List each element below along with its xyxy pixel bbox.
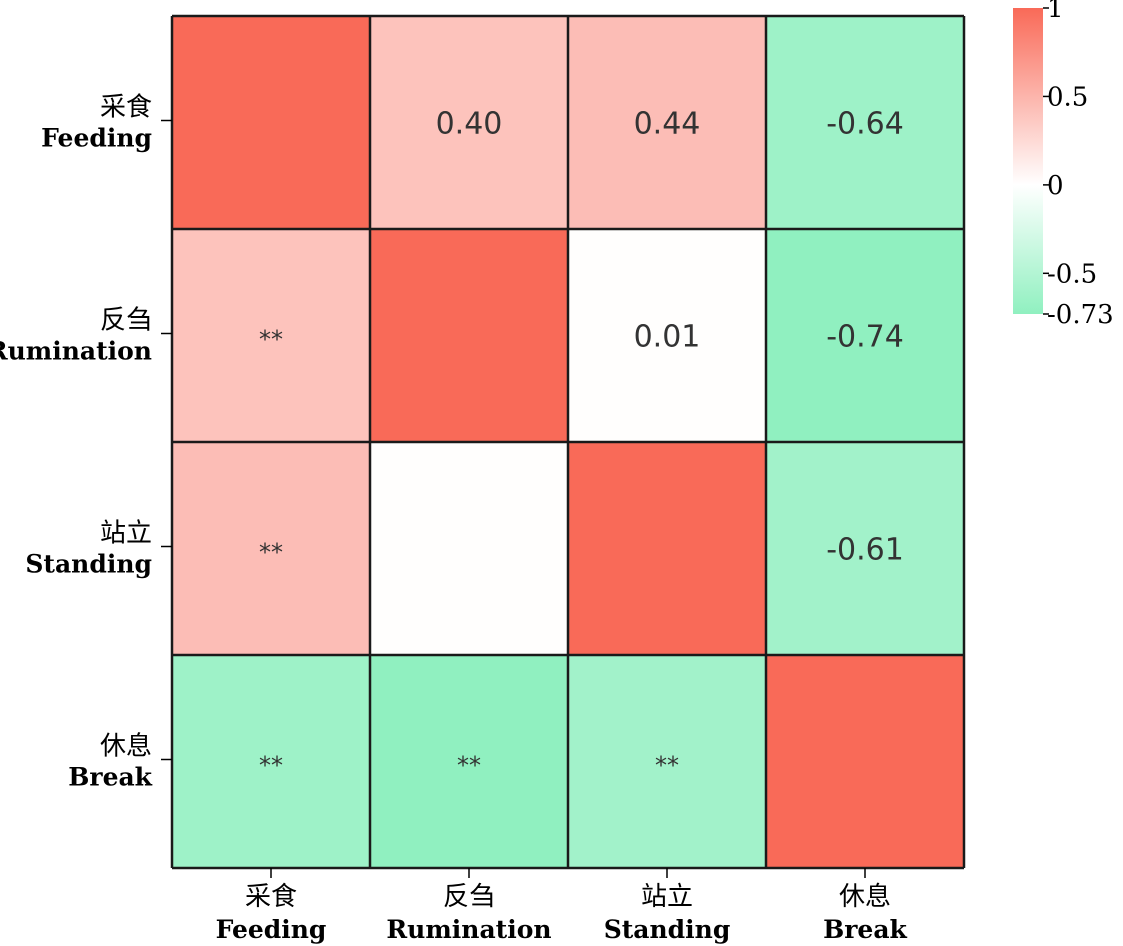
- y-axis-label-en: Break: [68, 763, 152, 792]
- y-axis-label-en: Feeding: [41, 124, 152, 153]
- colorbar: 1 0.5 0 -0.5 -0.73: [1013, 0, 1114, 330]
- x-axis-label-cn: 采食: [245, 882, 297, 912]
- heatmap-cell: [766, 442, 964, 655]
- colorbar-gradient: [1013, 8, 1043, 314]
- colorbar-tick-label: -0.5: [1047, 259, 1097, 289]
- significance-marker: **: [655, 752, 679, 780]
- heatmap-cell: [172, 655, 370, 868]
- heatmap-cell: [568, 442, 766, 655]
- x-axis-label-cn: 反刍: [443, 882, 495, 912]
- x-axis-label-cn: 站立: [641, 882, 693, 912]
- heatmap-cell: [568, 655, 766, 868]
- cell-value-label: -0.61: [826, 533, 904, 568]
- heatmap-cell: [370, 655, 568, 868]
- y-axis-label-cn: 采食: [100, 93, 152, 123]
- y-axis-label-en: Standing: [25, 550, 152, 579]
- significance-marker: **: [259, 326, 283, 354]
- x-axis-label-en: Rumination: [386, 915, 551, 944]
- cell-value-label: 0.01: [634, 320, 701, 355]
- heatmap-cell: [568, 229, 766, 442]
- colorbar-tick-label: 0.5: [1047, 82, 1088, 112]
- heatmap-cell: [568, 16, 766, 229]
- cell-value-label: -0.64: [826, 107, 904, 142]
- heatmap-cell: [172, 16, 370, 229]
- heatmap-cell: [370, 16, 568, 229]
- cell-value-label: -0.74: [826, 320, 904, 355]
- y-axis-label-cn: 站立: [100, 519, 152, 549]
- colorbar-tick-label: 0: [1047, 171, 1064, 201]
- heatmap-cell: [370, 229, 568, 442]
- colorbar-tick-label: -0.73: [1047, 300, 1114, 330]
- heatmap-cells: 0.40 0.44 -0.64 ** 0.01 -0.74 ** -0.61 ** ** **: [172, 16, 964, 868]
- y-axis-label-cn: 休息: [100, 732, 152, 762]
- heatmap-cell: [172, 229, 370, 442]
- heatmap-cell: [766, 229, 964, 442]
- heatmap-grid: [170, 14, 966, 870]
- colorbar-tick-label: 1: [1047, 0, 1064, 24]
- heatmap-cell: [766, 655, 964, 868]
- x-axis-label-en: Feeding: [216, 915, 327, 944]
- cell-value-label: 0.44: [634, 107, 701, 142]
- y-axis-label-en: Rumination: [0, 337, 152, 366]
- heatmap-cell: [370, 442, 568, 655]
- significance-marker: **: [259, 752, 283, 780]
- x-axis: 采食 Feeding 反刍 Rumination 站立 Standing 休息 Break: [216, 868, 908, 944]
- x-axis-label-cn: 休息: [839, 882, 891, 912]
- y-axis-label-cn: 反刍: [100, 306, 152, 336]
- cell-value-label: 0.40: [436, 107, 503, 142]
- significance-marker: **: [259, 539, 283, 567]
- heatmap-cell: [172, 442, 370, 655]
- x-axis-label-en: Standing: [604, 915, 731, 944]
- heatmap-cell: [766, 16, 964, 229]
- significance-marker: **: [457, 752, 481, 780]
- x-axis-label-en: Break: [823, 915, 907, 944]
